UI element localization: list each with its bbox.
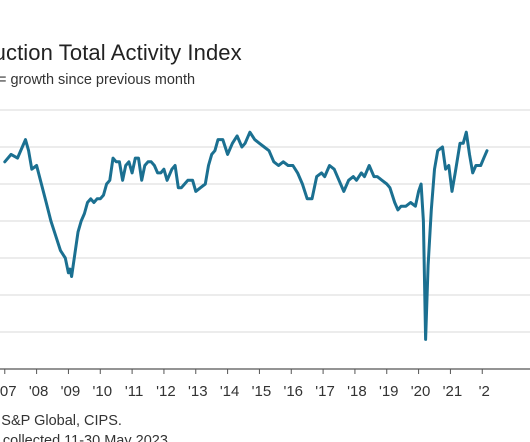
x-tick-label: '07: [0, 383, 17, 400]
x-tick-label: '18: [347, 383, 367, 400]
chart-title: truction Total Activity Index: [0, 40, 242, 65]
x-tick-label: '09: [61, 383, 81, 400]
x-tick-label: '10: [92, 383, 112, 400]
series-line: [3, 130, 489, 341]
x-tick-label: '13: [188, 383, 208, 400]
x-tick-label: '20: [411, 383, 431, 400]
x-tick-label: '15: [252, 383, 272, 400]
x-tick-label: '16: [283, 383, 303, 400]
data-collection-note: re collected 11-30 May 2023: [0, 433, 168, 442]
x-tick-label: '12: [156, 383, 176, 400]
x-tick-label: '08: [29, 383, 49, 400]
x-tick-label: '11: [125, 383, 143, 400]
source-note: s: S&P Global, CIPS.: [0, 413, 122, 429]
x-tick-label: '21: [443, 383, 463, 400]
x-tick-label: '19: [379, 383, 399, 400]
chart-subtitle: = growth since previous month: [0, 72, 196, 88]
x-tick-label: '2: [479, 383, 490, 400]
x-tick-label: '14: [220, 383, 240, 400]
x-tick-label: '17: [315, 383, 335, 400]
